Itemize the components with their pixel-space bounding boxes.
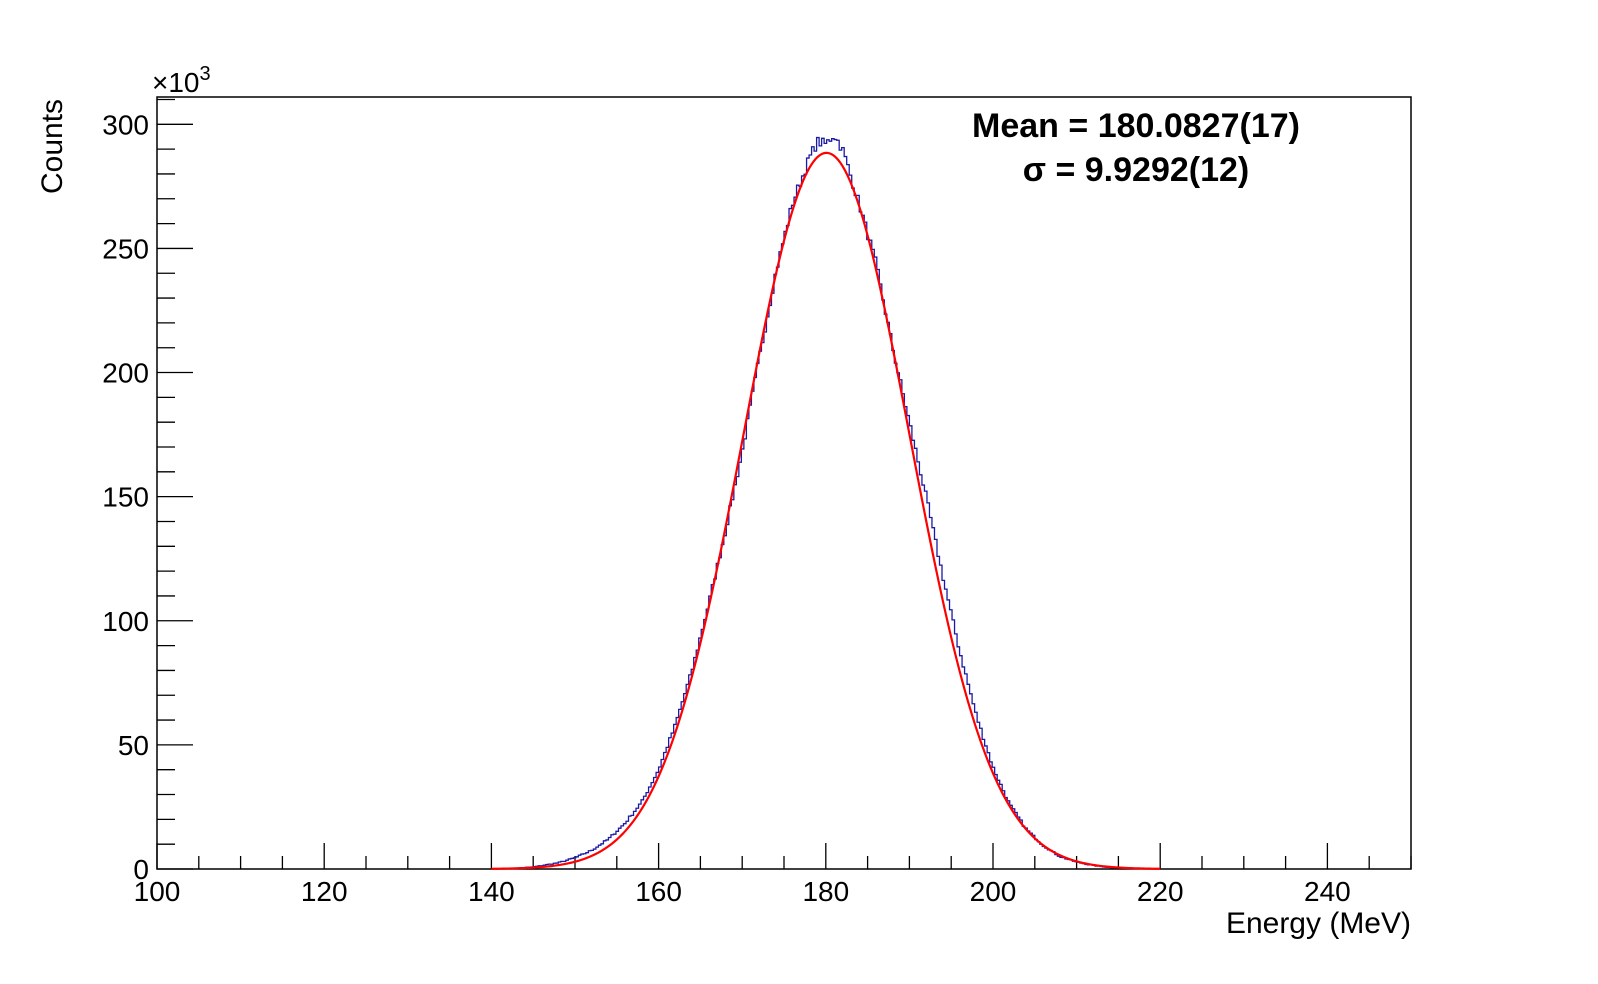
histogram-series: [507, 136, 1146, 870]
x-tick-label: 200: [970, 876, 1017, 907]
y-tick-label: 50: [118, 730, 149, 761]
x-tick-label: 240: [1304, 876, 1351, 907]
x-tick-label: 100: [134, 876, 181, 907]
y-tick-label: 100: [102, 606, 149, 637]
x-tick-label: 160: [635, 876, 682, 907]
y-tick-label: 0: [133, 854, 149, 885]
x-tick-label: 220: [1137, 876, 1184, 907]
x-tick-label: 180: [802, 876, 849, 907]
x-tick-label: 140: [468, 876, 515, 907]
x-axis-ticks: [156, 843, 1412, 869]
y-axis-title: Counts: [36, 99, 69, 194]
gaussian-fit-curve: [491, 151, 1161, 870]
y-multiplier-exponent: 3: [200, 63, 211, 85]
y-tick-label: 300: [102, 109, 149, 140]
y-tick-label: 200: [102, 358, 149, 389]
y-multiplier-label: ×103: [152, 63, 211, 98]
y-tick-label: 250: [102, 233, 149, 264]
sigma-annotation: σ = 9.9292(12): [1023, 151, 1249, 189]
mean-annotation: Mean = 180.0827(17): [972, 107, 1300, 145]
y-axis-tick-labels: 0 50 100 150 200 250 300: [102, 109, 149, 885]
y-axis-ticks: [157, 98, 193, 870]
plot-frame: [156, 96, 1412, 870]
x-tick-label: 120: [301, 876, 348, 907]
x-axis-tick-labels: 100 120 140 160 180 200 220 240: [134, 876, 1351, 907]
x-axis-title: Energy (MeV): [1226, 907, 1411, 940]
y-tick-label: 150: [102, 482, 149, 513]
